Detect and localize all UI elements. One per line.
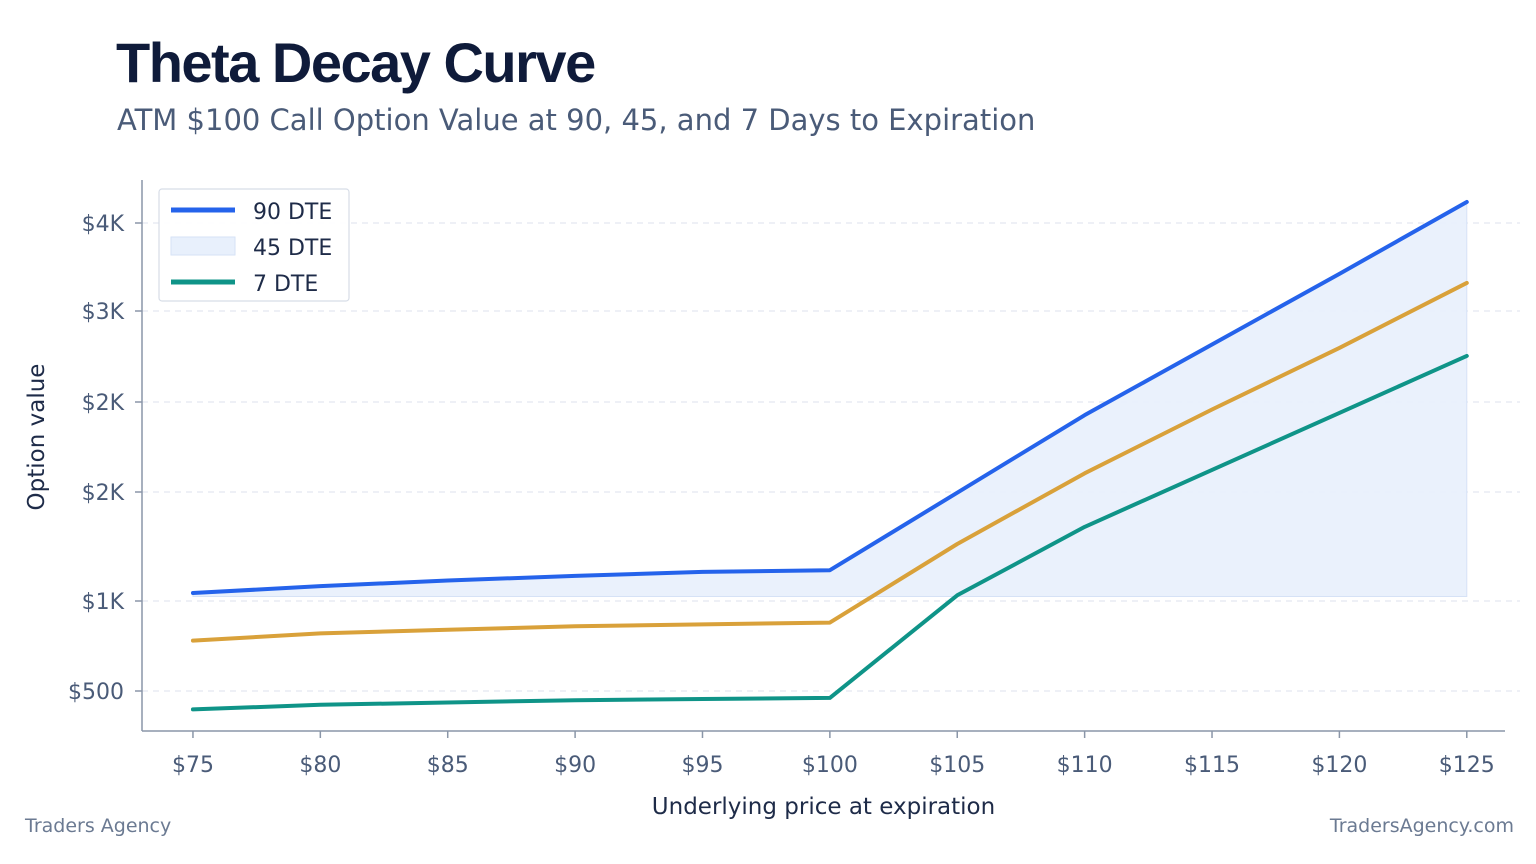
shaded-band bbox=[192, 201, 1468, 597]
y-tick-label: $500 bbox=[68, 680, 124, 705]
x-tick-label: $75 bbox=[172, 753, 214, 778]
y-tick-label: $1K bbox=[82, 590, 125, 615]
x-tick-label: $105 bbox=[929, 753, 985, 778]
x-tick-label: $80 bbox=[299, 753, 341, 778]
legend-label: 90 DTE bbox=[253, 200, 332, 225]
x-tick-label: $110 bbox=[1057, 753, 1113, 778]
series-lines bbox=[190, 200, 1469, 712]
x-tick-label: $125 bbox=[1439, 753, 1495, 778]
x-tick-label: $120 bbox=[1311, 753, 1367, 778]
y-tick-label: $2K bbox=[82, 481, 125, 506]
y-axis-title: Option value bbox=[24, 364, 50, 511]
x-tick-label: $85 bbox=[427, 753, 469, 778]
y-tick-label: $2K bbox=[82, 391, 125, 416]
x-tick-label: $100 bbox=[802, 753, 858, 778]
legend-label: 45 DTE bbox=[253, 236, 332, 261]
chart-subtitle: ATM $100 Call Option Value at 90, 45, an… bbox=[117, 103, 1036, 137]
series-line-7-dte bbox=[190, 353, 1469, 712]
x-axis-title: Underlying price at expiration bbox=[652, 794, 995, 820]
x-tick-label: $90 bbox=[554, 753, 596, 778]
tick-labels: $500 $1K $2K $2K $3K $4K $75 $80 $85 $90 $95 $100 $1… bbox=[68, 212, 1495, 778]
shaded-band-area bbox=[192, 201, 1468, 597]
legend-box bbox=[158, 188, 350, 302]
legend-swatch bbox=[170, 236, 236, 256]
legend: 90 DTE 45 DTE 7 DTE bbox=[158, 188, 350, 302]
chart-title: Theta Decay Curve bbox=[116, 31, 596, 94]
x-tick-label: $115 bbox=[1184, 753, 1240, 778]
series-line-90-dte bbox=[190, 200, 1469, 596]
legend-label: 7 DTE bbox=[253, 272, 318, 297]
footer-website: TradersAgency.com bbox=[1329, 815, 1514, 837]
y-tick-label: $4K bbox=[82, 212, 125, 237]
axes bbox=[135, 180, 1505, 738]
x-tick-label: $95 bbox=[681, 753, 723, 778]
y-tick-label: $3K bbox=[82, 300, 125, 325]
series-line-45-dte bbox=[190, 280, 1469, 643]
footer-brand: Traders Agency bbox=[25, 815, 172, 837]
